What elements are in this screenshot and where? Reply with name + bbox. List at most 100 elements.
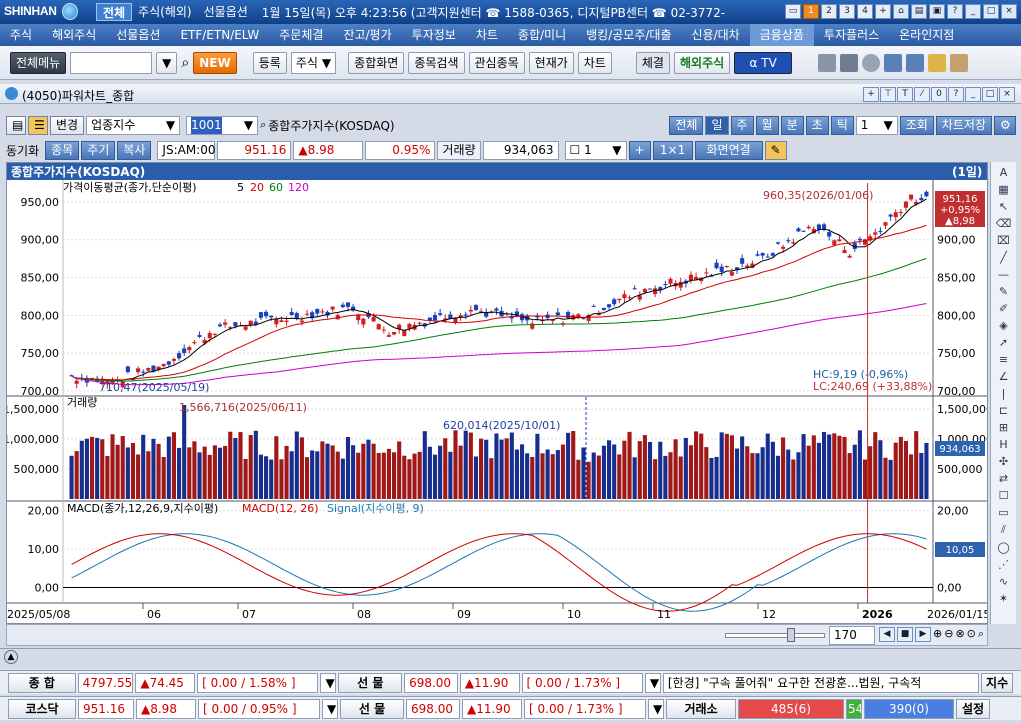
tab-futures-options[interactable]: 선물옵션 (203, 5, 248, 19)
lookup-button[interactable]: 조회 (899, 115, 934, 135)
zoom-field[interactable]: 170 (829, 626, 875, 645)
kospi-dropdown[interactable]: ▼ (320, 673, 337, 693)
menu-stock[interactable]: 주식 (10, 28, 33, 42)
code-input[interactable]: 1001 ▼ (186, 115, 259, 135)
link-screen-button[interactable]: 화면연결 (694, 140, 763, 160)
angle-tool-icon[interactable]: ∠ (998, 370, 1009, 383)
collapse-icon[interactable]: ▲ (4, 650, 18, 664)
sync-stock-button[interactable]: 종목 (45, 140, 80, 160)
search-icon[interactable]: ⌕ (260, 118, 267, 131)
collapse-bar[interactable]: ▲ (0, 648, 1021, 666)
gear-icon[interactable] (862, 53, 881, 72)
box-tool-icon[interactable]: ☐ (998, 489, 1009, 502)
user-icon[interactable] (950, 53, 969, 72)
line-tool-icon[interactable]: ╱ (1000, 251, 1007, 264)
grid-tool-icon[interactable]: ⊞ (998, 421, 1009, 434)
menu-mini[interactable]: 종합/미니 (517, 28, 567, 42)
menu-toggle-icon[interactable]: ☰ (28, 115, 48, 135)
zoom-reset-icon[interactable]: ⊗ (955, 627, 965, 640)
kosdaq-dropdown[interactable]: ▼ (322, 699, 338, 719)
zero-icon[interactable]: 0 (931, 87, 947, 102)
register-button[interactable]: 등록 (252, 51, 287, 74)
swap-tool-icon[interactable]: ⇄ (998, 472, 1009, 485)
erase-tool-icon[interactable]: ⌫ (995, 217, 1012, 230)
chart-button[interactable]: 차트 (577, 51, 612, 74)
play-icon[interactable]: ▶ (915, 627, 931, 642)
menu-futures[interactable]: 선물옵션 (116, 28, 161, 42)
period-week-button[interactable]: 주 (730, 115, 754, 135)
tv-icon[interactable]: α TV (734, 51, 793, 74)
table-tool-icon[interactable]: ▦ (998, 183, 1009, 196)
layout-icon[interactable] (884, 53, 903, 72)
bracket-tool-icon[interactable]: ⊏ (998, 404, 1009, 417)
period-month-button[interactable]: 월 (755, 115, 779, 135)
menu-credit[interactable]: 신용/대차 (691, 28, 740, 42)
tab-overseas-stock[interactable]: 주식(해외) (138, 5, 192, 19)
scroll-thumb[interactable] (787, 628, 795, 642)
mark-tool-icon[interactable]: ✐ (998, 302, 1009, 315)
execution-button[interactable]: 체결 (635, 51, 670, 74)
text-icon[interactable]: T (897, 87, 913, 102)
pen-tool-icon[interactable]: ✎ (998, 285, 1009, 298)
home-icon[interactable]: ⌂ (893, 4, 909, 19)
window-icon[interactable] (906, 53, 925, 72)
screen-add-button[interactable]: + (875, 4, 891, 19)
stock-search-button[interactable]: 종목검색 (408, 51, 465, 74)
futures-dropdown-2[interactable]: ▼ (648, 699, 664, 719)
a-tool-icon[interactable]: A (999, 166, 1008, 179)
chart-area[interactable]: 종합주가지수(KOSDAQ) (1일) 가격이동평균(종가,단순이평) 5 20… (6, 162, 988, 624)
wave-tool-icon[interactable]: ∿ (998, 575, 1009, 588)
calculator-icon[interactable] (840, 53, 859, 72)
rewind-icon[interactable]: ◀ (879, 627, 895, 642)
menu-balance[interactable]: 잔고/평가 (343, 28, 392, 42)
vline-tool-icon[interactable]: | (1001, 387, 1006, 400)
fib-tool-icon[interactable]: ≡ (998, 353, 1009, 366)
screen-2-button[interactable]: 2 (821, 4, 837, 19)
menu-info[interactable]: 투자정보 (411, 28, 456, 42)
cursor-tool-icon[interactable]: ↖ (998, 200, 1009, 213)
printer-icon[interactable] (818, 53, 837, 72)
count-select[interactable]: ☐ 1 ▼ (564, 140, 627, 160)
new-button[interactable]: NEW (193, 51, 237, 74)
close-icon[interactable]: × (999, 87, 1015, 102)
menu-overseas[interactable]: 해외주식 (52, 28, 97, 42)
question-icon[interactable]: ? (948, 87, 964, 102)
h-tool-icon[interactable]: H (999, 438, 1008, 451)
close-icon[interactable]: × (1001, 4, 1017, 19)
chevron-down-icon[interactable]: ▼ (156, 51, 178, 74)
zoom-in-icon[interactable]: ⊕ (933, 627, 943, 640)
current-price-button[interactable]: 현재가 (528, 51, 574, 74)
lock-icon[interactable]: ▣ (929, 4, 945, 19)
stop-icon[interactable]: ■ (897, 627, 913, 642)
all-menu-button[interactable]: 전체메뉴 (10, 51, 67, 74)
opacity-icon[interactable]: ⁄ (914, 87, 930, 102)
lock-icon[interactable] (928, 53, 947, 72)
help-icon[interactable]: ? (947, 4, 963, 19)
menu-search-input[interactable] (70, 51, 153, 74)
arrow-tool-icon[interactable]: ➚ (998, 336, 1009, 349)
minimize-icon[interactable]: _ (965, 87, 981, 102)
zoom-fit-icon[interactable]: ⊙ (966, 627, 976, 640)
pin-icon[interactable]: ⊤ (880, 87, 896, 102)
tab-all[interactable]: 전체 (96, 3, 133, 21)
index-button[interactable]: 지수 (981, 673, 1013, 693)
overseas-stock-button[interactable]: 해외주식 (673, 51, 731, 74)
category-select[interactable]: 업종지수 ▼ (86, 115, 181, 135)
menu-products[interactable]: 금융상품 (749, 24, 814, 46)
screen-3-button[interactable]: 3 (839, 4, 855, 19)
change-button[interactable]: 변경 (50, 115, 85, 135)
fan-tool-icon[interactable]: ⋰ (998, 558, 1009, 571)
monitor-icon[interactable]: ▭ (785, 4, 801, 19)
zoom-out-icon[interactable]: ⊖ (944, 627, 954, 640)
menu-chart[interactable]: 차트 (475, 28, 498, 42)
add-icon[interactable]: + (863, 87, 879, 102)
maximize-icon[interactable]: □ (983, 4, 999, 19)
screen-1-button[interactable]: 1 (803, 4, 819, 19)
cross-tool-icon[interactable]: ✣ (998, 455, 1009, 468)
star-tool-icon[interactable]: ✶ (998, 592, 1009, 605)
menu-banking[interactable]: 뱅킹/공모주/대출 (586, 28, 672, 42)
menu-etf[interactable]: ETF/ETN/ELW (180, 28, 260, 42)
gear-icon[interactable]: ⚙ (994, 115, 1016, 135)
fill-tool-icon[interactable]: ◈ (999, 319, 1008, 332)
restore-icon[interactable]: □ (982, 87, 998, 102)
